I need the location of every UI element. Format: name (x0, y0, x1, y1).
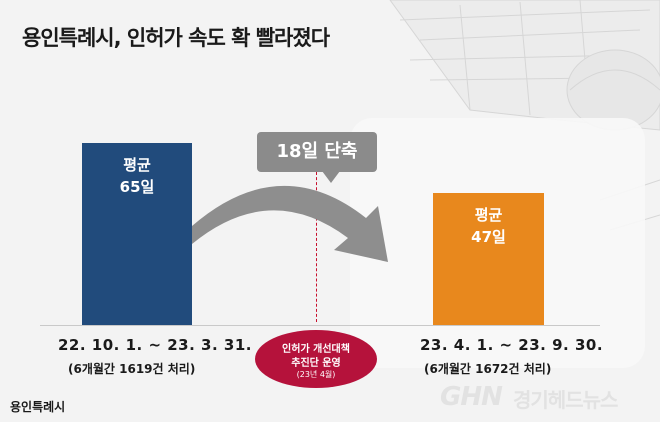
baseline (40, 325, 600, 326)
badge-pointer (322, 171, 340, 183)
reduction-badge: 18일 단축 (257, 132, 377, 172)
city-logo: 용인특례시 (10, 400, 66, 414)
period-after-range: 23. 4. 1. ~ 23. 9. 30. (420, 336, 604, 354)
policy-line2: 추진단 운영 (291, 358, 341, 369)
period-before-range: 22. 10. 1. ~ 23. 3. 31. (58, 336, 252, 354)
period-after-count: (6개월간 1672건 처리) (424, 362, 552, 376)
watermark-kr: 경기헤드뉴스 (513, 388, 618, 412)
policy-oval: 인허가 개선대책 추진단 운영 (23년 4월) (255, 330, 377, 388)
page-title: 용인특례시, 인허가 속도 확 빨라졌다 (22, 26, 330, 50)
bar-after: 평균 47일 (433, 193, 544, 325)
bar-before: 평균 65일 (82, 143, 192, 325)
watermark-en: GHN (440, 382, 503, 412)
bar-before-label-top: 평균 (123, 156, 151, 174)
policy-line3: (23년 4월) (296, 370, 336, 379)
period-before-count: (6개월간 1619건 처리) (68, 362, 196, 376)
bar-before-label-value: 65일 (119, 178, 155, 196)
bar-after-label-top: 평균 (474, 206, 503, 225)
divider-line (316, 172, 317, 322)
policy-line1: 인허가 개선대책 (282, 344, 350, 355)
bar-after-label-value: 47일 (471, 228, 506, 247)
news-watermark: GHN 경기헤드뉴스 (430, 382, 660, 422)
